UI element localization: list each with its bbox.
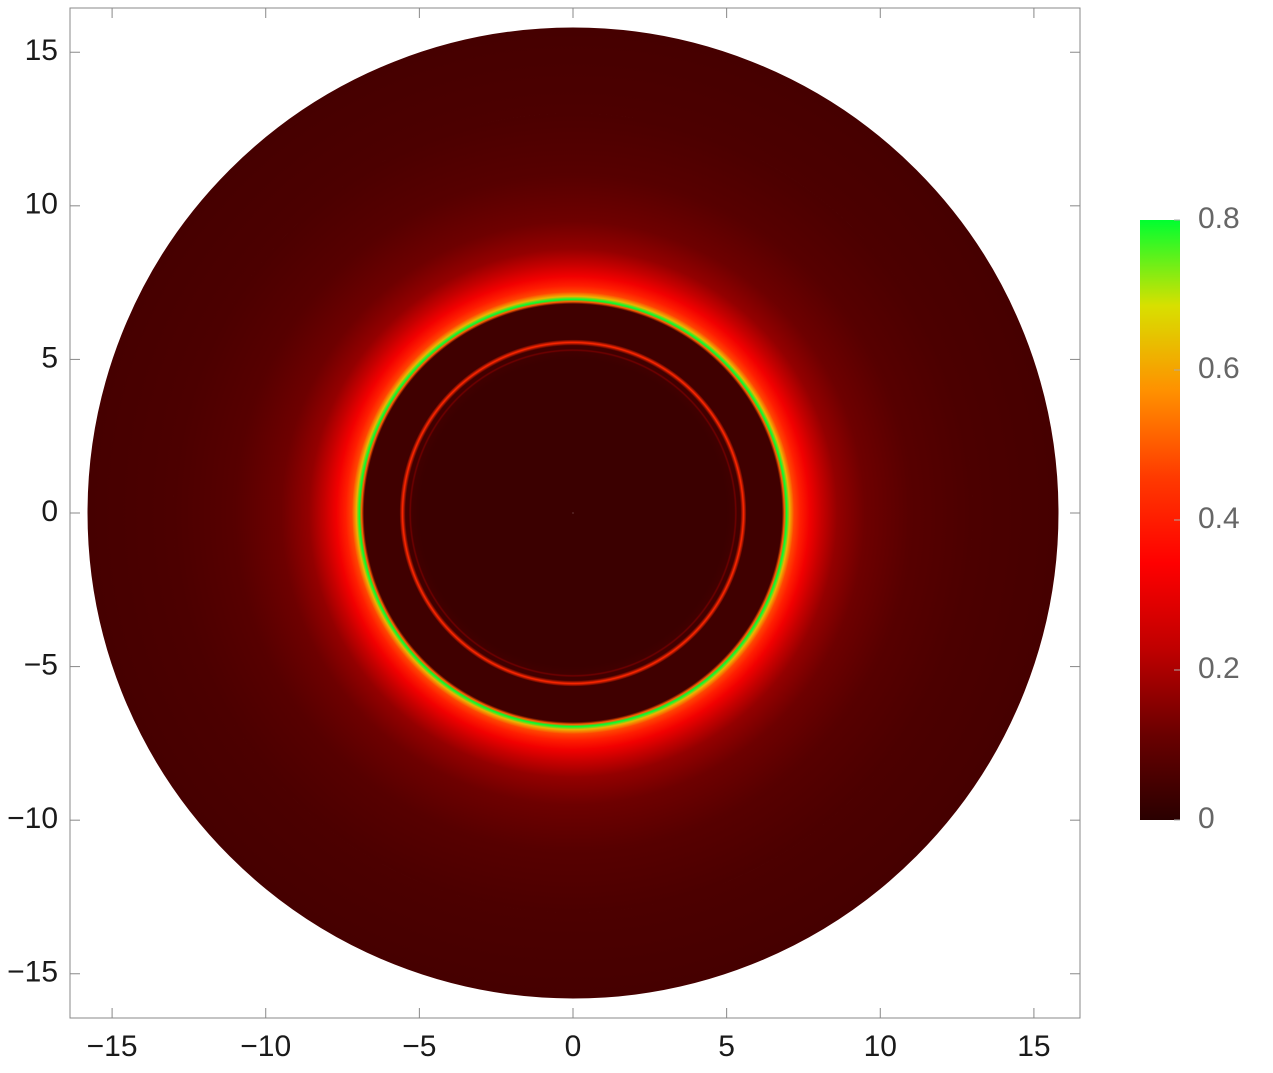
y-tick-label: 5: [41, 341, 58, 374]
colorbar-tick-label: 0: [1198, 802, 1215, 835]
intensity-annulus: [411, 351, 735, 675]
intensity-annulus: [345, 285, 801, 741]
y-tick-label: 0: [41, 495, 58, 528]
x-tick-label: 0: [565, 1030, 582, 1063]
intensity-annulus: [408, 348, 738, 678]
y-tick-label: −10: [7, 802, 58, 835]
intensity-annulus: [336, 276, 811, 750]
intensity-annulus: [280, 220, 866, 806]
y-tick-label: −15: [7, 956, 58, 989]
y-tick-label: 15: [25, 34, 58, 67]
intensity-annulus: [359, 299, 787, 727]
intensity-annulus: [87, 27, 1059, 999]
intensity-annulus: [355, 295, 791, 731]
intensity-annulus: [323, 263, 823, 763]
x-tick-label: −15: [87, 1030, 138, 1063]
intensity-annulus: [418, 358, 728, 668]
colorbar-tick-label: 0.4: [1198, 502, 1240, 535]
x-tick-label: −5: [402, 1030, 436, 1063]
y-tick-label: 10: [25, 188, 58, 221]
colorbar-tick-label: 0.8: [1198, 202, 1240, 235]
intensity-annulus: [409, 349, 737, 677]
intensity-annulus: [361, 301, 785, 725]
colorbar-tick-label: 0.6: [1198, 352, 1240, 385]
intensity-annulus: [398, 338, 748, 688]
x-tick-label: 15: [1017, 1030, 1050, 1063]
x-tick-label: 5: [718, 1030, 735, 1063]
y-tick-label: −5: [24, 649, 58, 682]
intensity-annulus: [234, 174, 912, 852]
colorbar-tick-label: 0.2: [1198, 652, 1240, 685]
intensity-annulus: [173, 113, 973, 913]
intensity-annulus: [308, 248, 838, 778]
intensity-annulus: [351, 291, 795, 735]
intensity-annulus: [405, 345, 741, 681]
intensity-annulus: [402, 342, 744, 684]
colorbar: [1140, 220, 1180, 820]
x-tick-label: 10: [864, 1030, 897, 1063]
x-tick-label: −10: [240, 1030, 291, 1063]
intensity-annulus: [363, 303, 783, 723]
